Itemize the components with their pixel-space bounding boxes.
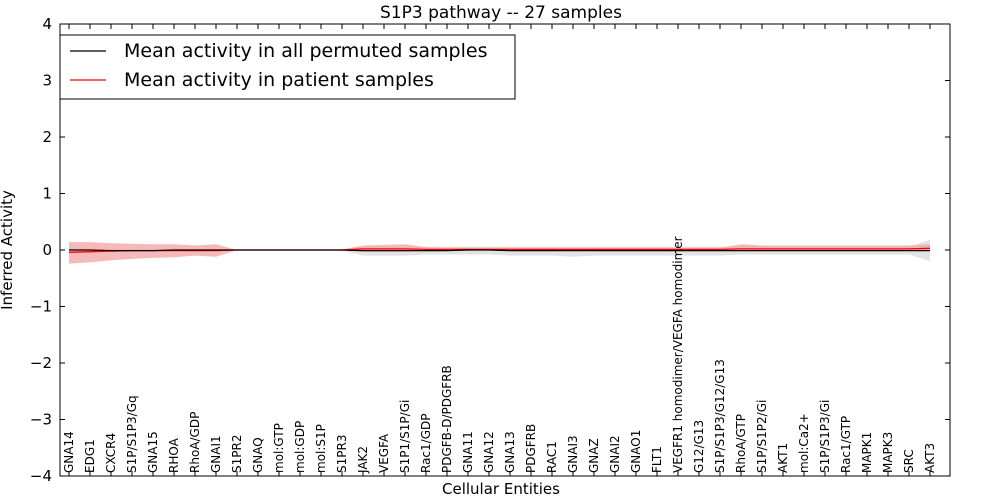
x-tick-label: GNAI2 [608, 435, 622, 473]
x-tick-label: GNAI1 [209, 435, 223, 473]
x-tick-label: GNA13 [503, 431, 517, 473]
x-tick-label: S1P/S1P2/Gi [755, 400, 769, 473]
x-tick-label: S1PR2 [230, 435, 244, 473]
x-tick-label: S1PR3 [335, 435, 349, 473]
x-tick-label: FLT1 [650, 446, 664, 473]
series-lines [68, 247, 931, 253]
x-tick-label: MAPK3 [881, 432, 895, 473]
x-axis-label: Cellular Entities [442, 480, 560, 498]
x-tick-label: PDGFRB [524, 424, 538, 473]
y-tick-label: 3 [42, 72, 52, 90]
y-tick-label: −1 [30, 298, 52, 316]
chart-title: S1P3 pathway -- 27 samples [380, 3, 622, 23]
x-axis-ticks [68, 24, 931, 476]
x-tick-label: AKT3 [923, 443, 937, 473]
x-tick-label: mol:Ca2+ [797, 413, 811, 473]
x-tick-label: GNA11 [461, 431, 475, 473]
x-tick-label: PDGFB-D/PDGFRB [440, 365, 454, 473]
x-tick-label: VEGFR1 homodimer/VEGFA homodimer [671, 236, 685, 473]
y-tick-label: 4 [42, 15, 52, 33]
x-tick-label: GNAQ [251, 437, 265, 473]
x-tick-label: S1P1/S1P/Gi [398, 400, 412, 473]
y-axis-ticks: −4 −3 −2 −1 0 1 2 3 4 [30, 15, 950, 485]
y-axis-label: Inferred Activity [0, 190, 16, 310]
y-tick-label: −4 [30, 467, 52, 485]
x-axis-category-labels: GNA14 EDG1 CXCR4 S1P/S1P3/Gq GNA15 RHOA RhoA/G… [62, 236, 937, 474]
x-tick-label: S1P/S1P3/Gq [125, 395, 139, 473]
y-tick-label: 1 [42, 185, 52, 203]
legend-box [59, 34, 516, 100]
x-tick-label: RhoA/GTP [734, 414, 748, 473]
series-line-permuted [69, 249, 930, 252]
x-tick-label: GNAO1 [629, 430, 643, 473]
x-tick-label: S1P/S1P3/G12/G13 [713, 359, 727, 473]
x-tick-label: Rac1/GDP [419, 414, 433, 473]
x-tick-label: EDG1 [83, 439, 97, 473]
y-tick-label: −2 [30, 354, 52, 372]
x-tick-label: SRC [902, 449, 916, 473]
x-tick-label: RhoA/GDP [188, 412, 202, 473]
x-tick-label: GNA14 [62, 431, 76, 473]
x-tick-label: S1P/S1P3/Gi [818, 400, 832, 473]
x-tick-label: GNA15 [146, 431, 160, 473]
x-tick-label: G12/G13 [692, 420, 706, 473]
x-tick-label: MAPK1 [860, 432, 874, 473]
y-tick-label: 2 [42, 128, 52, 146]
x-tick-label: RHOA [167, 437, 181, 473]
x-tick-label: mol:GDP [293, 421, 307, 473]
x-tick-label: mol:S1P [314, 424, 328, 473]
x-tick-label: JAK2 [356, 446, 370, 474]
legend-label-permuted: Mean activity in all permuted samples [124, 40, 487, 62]
x-tick-label: VEGFA [377, 433, 391, 473]
x-tick-label: GNA12 [482, 431, 496, 473]
x-tick-label: AKT1 [776, 443, 790, 473]
legend-label-patient: Mean activity in patient samples [124, 69, 434, 91]
x-tick-label: GNAI3 [566, 435, 580, 473]
x-tick-label: mol:GTP [272, 423, 286, 473]
y-tick-label: −3 [30, 411, 52, 429]
x-tick-label: GNAZ [587, 438, 601, 473]
legend: Mean activity in all permuted samples Me… [59, 34, 516, 100]
x-tick-label: Rac1/GTP [839, 416, 853, 473]
x-tick-label: RAC1 [545, 441, 559, 473]
x-tick-label: CXCR4 [104, 433, 118, 473]
y-tick-label: 0 [42, 241, 52, 259]
